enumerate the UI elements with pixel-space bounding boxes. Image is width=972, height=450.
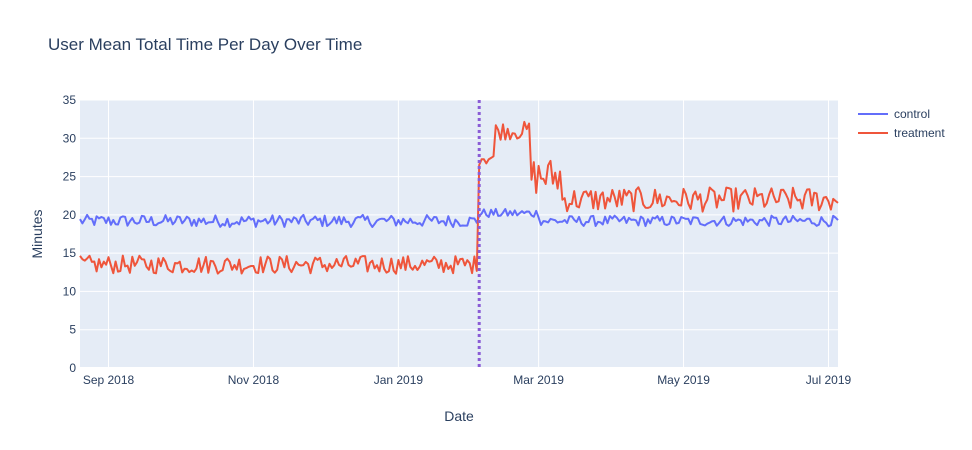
x-tick-label: Jul 2019: [806, 373, 852, 387]
y-tick-label: 15: [63, 246, 77, 260]
legend-item-treatment[interactable]: treatment: [858, 126, 945, 140]
legend[interactable]: control treatment: [858, 107, 945, 140]
series-layer: [79, 120, 839, 275]
y-tick-label: 0: [69, 361, 76, 375]
x-tick-label: Nov 2018: [228, 373, 280, 387]
x-tick-label: Sep 2018: [83, 373, 135, 387]
x-tick-label: Mar 2019: [513, 373, 564, 387]
y-tick-label: 10: [63, 284, 77, 298]
y-tick-label: 30: [63, 131, 77, 145]
series-line-treatment[interactable]: [79, 120, 839, 275]
plot-background: [80, 100, 838, 368]
grid: [80, 99, 838, 369]
legend-item-control[interactable]: control: [858, 107, 930, 121]
y-tick-label: 20: [63, 208, 77, 222]
x-tick-label: May 2019: [657, 373, 710, 387]
y-tick-label: 35: [63, 93, 77, 107]
legend-label-treatment: treatment: [894, 126, 945, 140]
x-tick-label: Jan 2019: [374, 373, 424, 387]
legend-label-control: control: [894, 107, 930, 121]
series-line-control[interactable]: [79, 207, 839, 228]
chart-title: User Mean Total Time Per Day Over Time: [48, 35, 362, 54]
y-tick-label: 5: [69, 323, 76, 337]
y-tick-label: 25: [63, 170, 77, 184]
y-axis-title: Minutes: [29, 209, 45, 258]
ticks: 0 5 10 15 20 25 30 35 Sep 2018 Nov 2018 Jan 2019 Ma…: [63, 93, 852, 387]
x-axis-title: Date: [444, 408, 474, 424]
